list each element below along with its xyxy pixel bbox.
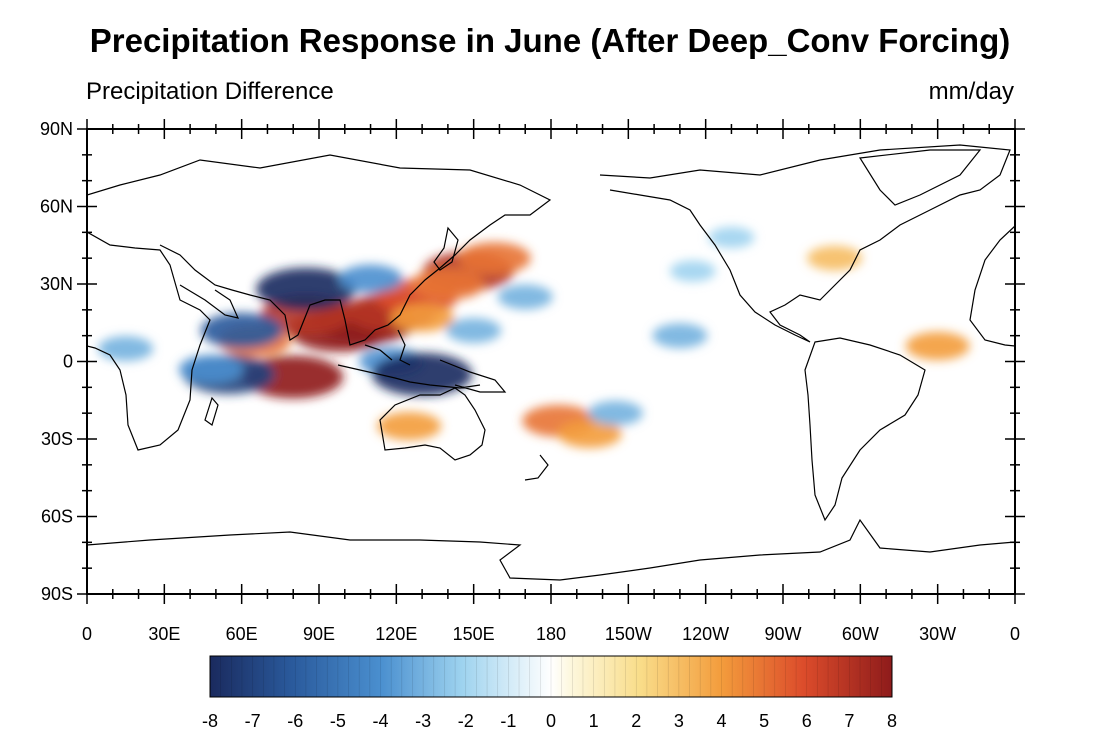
colorbar-label: -1 [500, 711, 516, 731]
colorbar-label: 3 [674, 711, 684, 731]
coastline-africa [87, 231, 211, 451]
colorbar-gradient [209, 655, 893, 698]
coastline-south-america [804, 337, 926, 522]
coastlines [87, 144, 1015, 581]
anomaly-blob [377, 411, 442, 441]
coastline-madagascar [204, 396, 219, 426]
lat-label: 90S [41, 584, 73, 604]
lon-label: 150W [605, 624, 652, 644]
lon-label: 150E [453, 624, 495, 644]
anomaly-blob [372, 353, 473, 396]
colorbar-label: -4 [372, 711, 388, 731]
lon-label: 30E [148, 624, 180, 644]
coastline-japan [433, 226, 459, 271]
colorbar-label: 4 [716, 711, 726, 731]
lon-label: 120W [682, 624, 729, 644]
colorbar-label: -6 [287, 711, 303, 731]
precip-anomaly-field [98, 226, 970, 449]
colorbar-label: -3 [415, 711, 431, 731]
colorbar-label: 8 [887, 711, 897, 731]
anomaly-blob [390, 303, 455, 332]
colorbar-label: -7 [245, 711, 261, 731]
lon-label: 60E [226, 624, 258, 644]
lat-label: 90N [40, 119, 73, 139]
anomaly-blob [457, 242, 531, 275]
lon-label: 0 [82, 624, 92, 644]
colorbar-label: 7 [844, 711, 854, 731]
anomaly-blob [178, 355, 243, 384]
colorbar-label: 1 [589, 711, 599, 731]
lon-label: 120E [375, 624, 417, 644]
lon-label: 180 [536, 624, 566, 644]
colorbar-label: 5 [759, 711, 769, 731]
chart-title: Precipitation Response in June (After De… [89, 22, 1011, 59]
coastline-new-zealand [524, 454, 549, 481]
lat-label: 60N [40, 197, 73, 217]
colorbar-label: -5 [330, 711, 346, 731]
subtitle-units: mm/day [928, 78, 1014, 105]
lon-label: 60W [842, 624, 879, 644]
latitude-labels: 90N 60N 30N 0 30S 60S 90S [40, 119, 73, 604]
anomaly-blob [905, 331, 970, 361]
longitude-labels: 0 30E 60E 90E 120E 150E 180 150W 120W 90W 60W 30W 0 [82, 624, 1020, 644]
anomaly-blob [497, 284, 553, 310]
anomaly-blob [411, 268, 485, 300]
coastline-eurasia [87, 154, 552, 346]
coastline-west-africa [969, 225, 1015, 347]
colorbar-label: -2 [458, 711, 474, 731]
colorbar-label: 2 [631, 711, 641, 731]
lat-label: 30S [41, 429, 73, 449]
coastline-north-america [599, 144, 1011, 343]
anomaly-blob [807, 245, 863, 271]
lon-label: 90E [303, 624, 335, 644]
lat-label: 30N [40, 274, 73, 294]
anomaly-blob [557, 419, 622, 449]
anomaly-blob [669, 260, 716, 282]
coastline-indonesia [337, 329, 507, 393]
coastline-arabia [179, 284, 240, 319]
colorbar-label: 0 [546, 711, 556, 731]
anomaly-blob [338, 264, 403, 294]
colorbar-label: -8 [202, 711, 218, 731]
coastline-antarctica [87, 518, 1015, 581]
lon-label: 0 [1010, 624, 1020, 644]
coastline-australia [379, 387, 486, 461]
anomaly-blob [200, 312, 283, 349]
subtitle-variable: Precipitation Difference [86, 78, 334, 105]
lon-label: 90W [764, 624, 801, 644]
anomaly-blob [708, 226, 755, 249]
anomaly-blob [446, 318, 502, 343]
axis-ticks [77, 119, 1025, 604]
colorbar-labels: -8 -7 -6 -5 -4 -3 -2 -1 0 1 2 3 4 5 6 7 8 [202, 711, 897, 731]
anomaly-blob [587, 400, 643, 426]
colorbar-label: 6 [802, 711, 812, 731]
lat-label: 0 [63, 352, 73, 372]
colorbar-dividers [209, 656, 893, 697]
anomaly-blob [652, 323, 708, 349]
lat-label: 60S [41, 507, 73, 527]
lon-label: 30W [919, 624, 956, 644]
colorbar: -8 -7 -6 -5 -4 -3 -2 -1 0 1 2 3 4 5 6 7 8 [202, 655, 897, 731]
anomaly-blob [98, 336, 154, 361]
coastline-greenland [858, 149, 982, 206]
